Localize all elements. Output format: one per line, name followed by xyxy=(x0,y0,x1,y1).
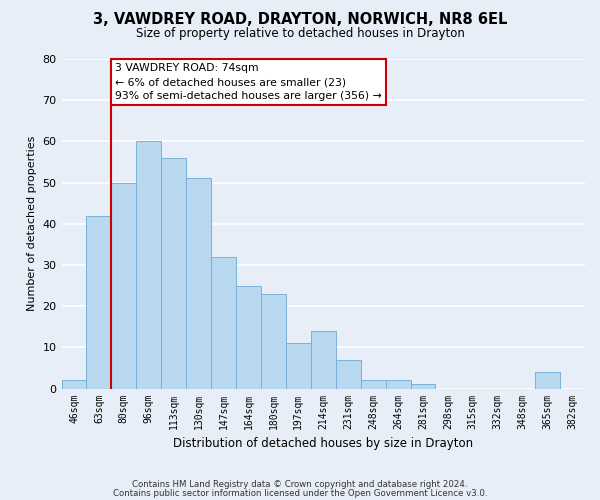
Y-axis label: Number of detached properties: Number of detached properties xyxy=(27,136,37,312)
Bar xyxy=(386,380,410,388)
Text: Size of property relative to detached houses in Drayton: Size of property relative to detached ho… xyxy=(136,28,464,40)
Bar xyxy=(361,380,386,388)
Bar xyxy=(236,286,261,389)
Bar xyxy=(535,372,560,388)
Text: Contains HM Land Registry data © Crown copyright and database right 2024.: Contains HM Land Registry data © Crown c… xyxy=(132,480,468,489)
Bar xyxy=(336,360,361,388)
Text: Contains public sector information licensed under the Open Government Licence v3: Contains public sector information licen… xyxy=(113,488,487,498)
X-axis label: Distribution of detached houses by size in Drayton: Distribution of detached houses by size … xyxy=(173,437,473,450)
Bar xyxy=(186,178,211,388)
Bar xyxy=(62,380,86,388)
Bar xyxy=(311,331,336,388)
Bar xyxy=(410,384,436,388)
Bar xyxy=(161,158,186,388)
Bar xyxy=(261,294,286,388)
Bar xyxy=(86,216,112,388)
Bar xyxy=(136,142,161,388)
Text: 3 VAWDREY ROAD: 74sqm
← 6% of detached houses are smaller (23)
93% of semi-detac: 3 VAWDREY ROAD: 74sqm ← 6% of detached h… xyxy=(115,63,382,101)
Bar xyxy=(211,256,236,388)
Bar xyxy=(286,343,311,388)
Bar xyxy=(112,182,136,388)
Text: 3, VAWDREY ROAD, DRAYTON, NORWICH, NR8 6EL: 3, VAWDREY ROAD, DRAYTON, NORWICH, NR8 6… xyxy=(93,12,507,28)
